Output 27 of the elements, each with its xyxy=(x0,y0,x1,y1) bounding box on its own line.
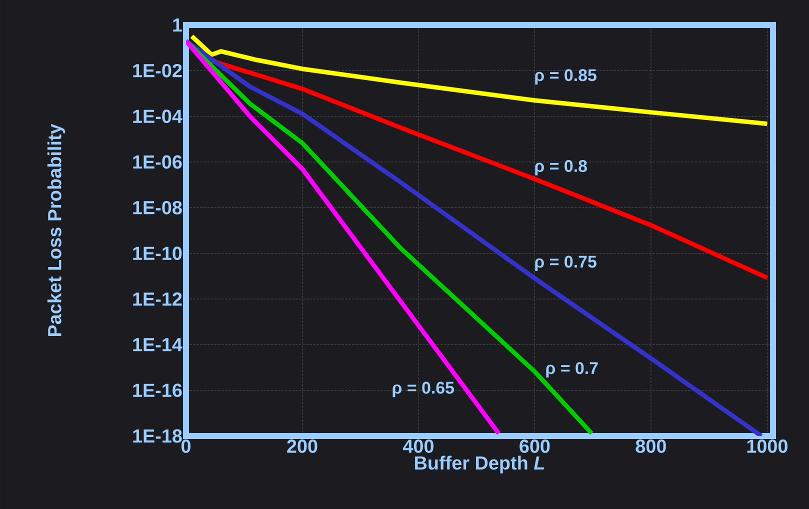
x-tick-label: 600 xyxy=(520,440,550,453)
x-tick-label: 1000 xyxy=(747,440,788,453)
y-tick-label: 1 xyxy=(173,18,182,32)
y-tick-label: 1E-16 xyxy=(133,384,182,398)
y-tick-label: 1E-06 xyxy=(133,155,182,169)
y-tick-label: 1E-10 xyxy=(133,246,182,260)
series-label: ρ = 0.75 xyxy=(535,256,596,272)
line-series xyxy=(186,38,764,436)
x-tick-label: 800 xyxy=(636,440,666,453)
x-tick-label: 0 xyxy=(181,440,190,453)
line-series xyxy=(190,34,770,126)
y-tick-label: 1E-02 xyxy=(133,64,182,78)
x-tick-label: 200 xyxy=(287,440,318,453)
line-series xyxy=(186,38,501,436)
y-tick-label: 1E-18 xyxy=(133,429,182,443)
series-label: ρ = 0.85 xyxy=(535,69,596,84)
y-tick-label: 1E-08 xyxy=(133,200,182,214)
y-tick-label: 1E-04 xyxy=(133,110,182,124)
y-tick-label: 1E-14 xyxy=(133,338,182,352)
series-label: ρ = 0.8 xyxy=(535,160,587,176)
series-label: ρ = 0.7 xyxy=(546,362,598,378)
x-axis-title: Buffer Depth L xyxy=(415,456,544,474)
x-tick-label: 400 xyxy=(402,440,434,453)
y-tick-label: 1E-12 xyxy=(133,292,182,306)
series-label: ρ = 0.65 xyxy=(392,382,454,398)
y-axis-title: Packet Loss Probability xyxy=(47,124,66,336)
line-series xyxy=(209,58,770,280)
